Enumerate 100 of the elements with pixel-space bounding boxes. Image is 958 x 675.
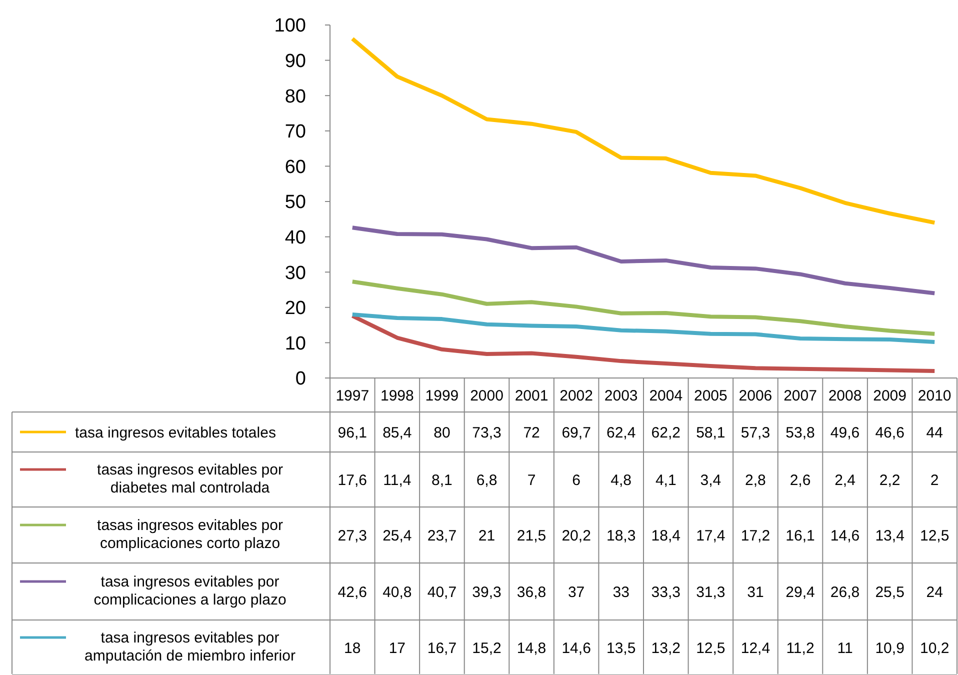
data-label: 46,6 bbox=[875, 424, 904, 442]
data-label: 6 bbox=[572, 472, 580, 489]
x-tick-label: 2010 bbox=[918, 387, 952, 404]
data-label: 12,5 bbox=[696, 640, 726, 657]
data-label: 4,1 bbox=[655, 472, 676, 489]
data-label: 62,2 bbox=[651, 424, 680, 442]
data-label: 17,6 bbox=[338, 472, 367, 489]
data-label: 2,8 bbox=[745, 472, 766, 489]
data-label: 40,7 bbox=[427, 584, 457, 601]
data-label: 39,3 bbox=[472, 584, 502, 601]
data-label: 18,3 bbox=[606, 527, 636, 544]
y-tick-label: 50 bbox=[284, 192, 306, 214]
line-series bbox=[350, 280, 937, 336]
data-label: 8,1 bbox=[432, 472, 452, 489]
x-tick-label: 2000 bbox=[470, 387, 504, 404]
x-tick-label: 2003 bbox=[604, 387, 638, 404]
y-tick-label: 0 bbox=[295, 368, 306, 390]
data-label: 7 bbox=[527, 472, 536, 489]
y-tick-label: 20 bbox=[284, 298, 306, 320]
line-series bbox=[350, 312, 937, 344]
y-tick-label: 60 bbox=[284, 156, 306, 178]
data-label: 18,4 bbox=[651, 527, 680, 544]
data-label: 15,2 bbox=[472, 640, 502, 657]
y-tick-label: 70 bbox=[284, 122, 306, 143]
x-tick-label: 2005 bbox=[694, 387, 728, 404]
y-tick-label: 30 bbox=[284, 262, 306, 284]
data-label: 12,5 bbox=[920, 527, 950, 544]
data-label: 96,1 bbox=[338, 424, 367, 442]
data-label: 25,5 bbox=[875, 584, 904, 601]
data-label: 57,3 bbox=[740, 424, 770, 442]
data-label: 13,5 bbox=[606, 640, 636, 657]
data-label: 85,4 bbox=[382, 424, 412, 442]
data-label: 33,3 bbox=[651, 584, 680, 601]
data-label: 2,6 bbox=[790, 472, 811, 489]
data-label: 14,6 bbox=[830, 527, 860, 544]
data-label: 49,6 bbox=[830, 424, 860, 442]
data-label: 18 bbox=[344, 640, 361, 657]
legend-label: tasa ingresos evitables totales bbox=[75, 424, 276, 442]
data-label: 2,2 bbox=[879, 472, 900, 489]
data-label: 16,1 bbox=[786, 527, 815, 544]
data-label: 17,4 bbox=[696, 527, 726, 544]
legend-label: tasas ingresos evitables por diabetes mal controlada bbox=[97, 461, 283, 496]
data-label: 31 bbox=[747, 584, 764, 601]
data-label: 13,4 bbox=[875, 527, 904, 544]
x-tick-label: 2006 bbox=[738, 387, 772, 404]
data-label: 21,5 bbox=[516, 527, 546, 544]
data-label: 69,7 bbox=[562, 424, 591, 442]
x-tick-label: 2001 bbox=[514, 387, 548, 404]
line-series bbox=[350, 36, 937, 225]
data-label: 4,8 bbox=[610, 472, 632, 489]
data-label: 11,4 bbox=[383, 472, 412, 489]
x-tick-label: 2007 bbox=[784, 387, 817, 404]
legend-label: tasas ingresos evitables por complicaciones corto plazo bbox=[97, 516, 283, 552]
data-label: 31,3 bbox=[696, 584, 726, 601]
legend-label: tasa ingresos evitables por complicaciones a largo plazo bbox=[94, 573, 286, 608]
data-label: 29,4 bbox=[786, 584, 815, 601]
data-label: 27,3 bbox=[338, 527, 367, 544]
data-label: 21 bbox=[478, 527, 496, 544]
data-label: 11,2 bbox=[786, 640, 814, 657]
y-tick-label: 100 bbox=[274, 16, 306, 37]
data-label: 40,8 bbox=[382, 584, 412, 601]
data-label: 44 bbox=[926, 424, 943, 442]
data-label: 80 bbox=[434, 424, 450, 442]
legend-label: tasa ingresos evitables por amputación de miembro inferior bbox=[84, 629, 296, 664]
x-tick-label: 2008 bbox=[828, 387, 862, 404]
data-label: 53,8 bbox=[786, 424, 815, 442]
data-label: 17 bbox=[388, 640, 406, 657]
data-label: 33 bbox=[612, 584, 630, 601]
x-tick-label: 1999 bbox=[425, 387, 459, 404]
data-label: 2,4 bbox=[834, 472, 856, 489]
x-tick-label: 1997 bbox=[336, 387, 370, 404]
y-tick-label: 40 bbox=[284, 227, 306, 248]
x-tick-label: 2002 bbox=[560, 387, 594, 404]
data-label: 11 bbox=[837, 640, 853, 657]
data-label: 26,8 bbox=[830, 584, 860, 601]
data-label: 17,2 bbox=[740, 527, 770, 544]
data-label: 24 bbox=[926, 584, 943, 601]
data-label: 42,6 bbox=[338, 584, 367, 601]
y-tick-label: 80 bbox=[284, 86, 306, 108]
data-label: 3,4 bbox=[700, 472, 722, 489]
data-label: 20,2 bbox=[562, 527, 591, 544]
data-label: 10,2 bbox=[920, 640, 950, 657]
data-label: 14,8 bbox=[516, 640, 546, 657]
data-label: 2 bbox=[930, 472, 939, 489]
data-label: 36,8 bbox=[516, 584, 546, 601]
x-tick-label: 1998 bbox=[380, 387, 414, 404]
data-label: 72 bbox=[523, 424, 540, 442]
data-label: 73,3 bbox=[472, 424, 502, 442]
data-label: 14,6 bbox=[562, 640, 591, 657]
data-label: 16,7 bbox=[427, 640, 457, 657]
data-label: 37 bbox=[568, 584, 585, 601]
y-tick-label: 90 bbox=[284, 50, 306, 72]
data-label: 6,8 bbox=[476, 472, 498, 489]
x-tick-label: 2004 bbox=[649, 387, 683, 404]
data-label: 10,9 bbox=[875, 640, 904, 657]
data-label: 13,2 bbox=[651, 640, 680, 657]
y-tick-label: 10 bbox=[284, 333, 306, 354]
data-label: 23,7 bbox=[427, 527, 457, 544]
x-tick-label: 2009 bbox=[873, 387, 907, 404]
data-label: 25,4 bbox=[382, 527, 412, 544]
